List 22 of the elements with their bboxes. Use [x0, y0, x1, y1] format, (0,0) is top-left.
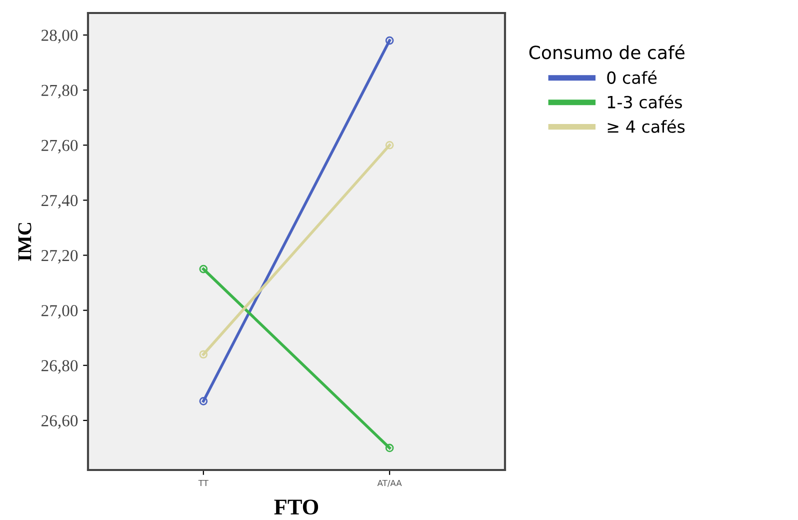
y-tick-label: 28,00 [42, 30, 78, 44]
point [199, 350, 208, 359]
x-tick-label: TT [198, 480, 208, 486]
x-axis-title: FTO [274, 500, 318, 515]
x-tick-label: AT/AA [377, 480, 402, 487]
point [199, 397, 208, 406]
legend-label: ≥ 4 cafés [608, 119, 685, 133]
point [385, 36, 394, 45]
legend-label: 1-3 cafés [608, 94, 682, 108]
y-tick-label: 27,40 [42, 194, 78, 209]
y-tick-label: 26,80 [42, 360, 78, 374]
point [385, 140, 394, 150]
y-tick-label: 27,20 [42, 250, 78, 264]
y-tick-label: 27,80 [42, 84, 78, 98]
point [385, 444, 394, 452]
legend-label: 0 café [607, 70, 657, 84]
legend-title: Consumo de café [529, 44, 684, 60]
y-axis-title: IMC [18, 223, 32, 261]
y-tick-label: 27,60 [42, 140, 78, 154]
y-tick-label: 27,00 [42, 305, 78, 319]
point [199, 264, 208, 274]
y-tick-label: 26,60 [42, 415, 78, 429]
